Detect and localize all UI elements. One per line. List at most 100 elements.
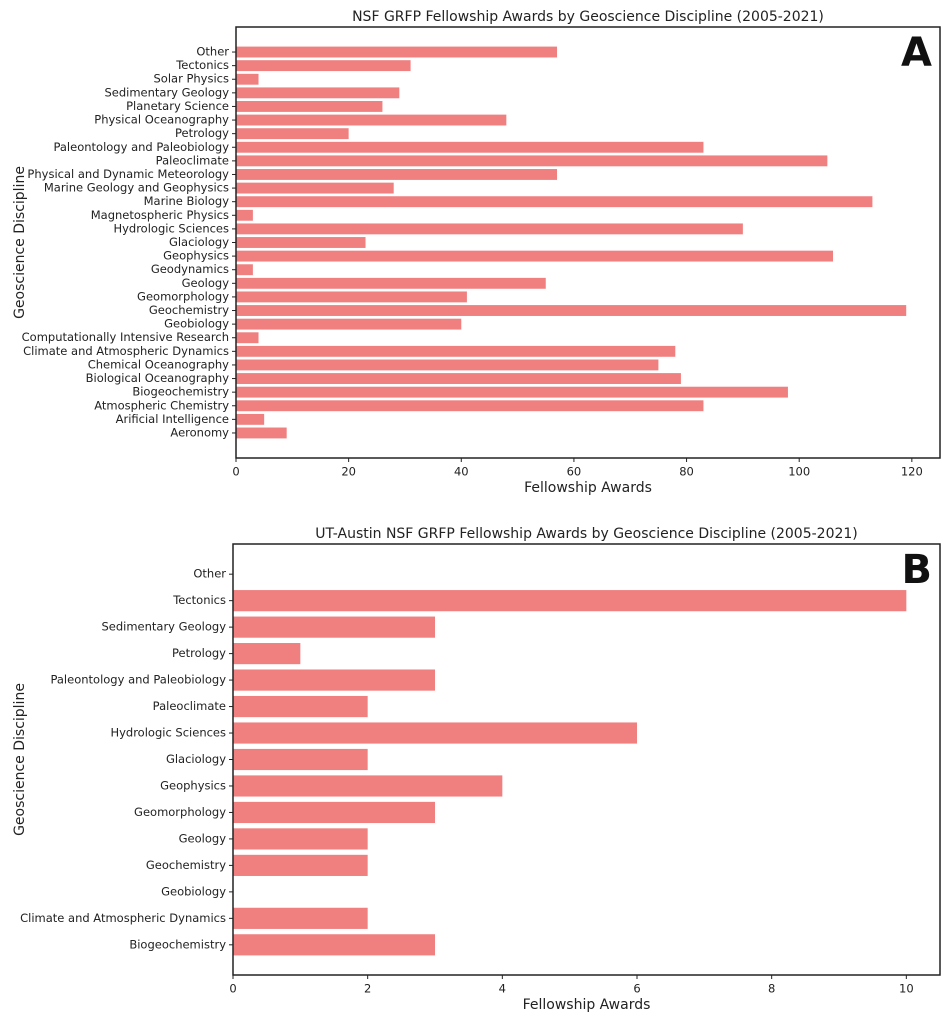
y-tick-label: Geomorphology [137,289,229,303]
y-tick-label: Tectonics [172,593,226,607]
bar [233,801,435,824]
axes-frame [232,543,941,976]
bar [236,305,907,316]
y-tick-label: Planetary Science [126,99,229,113]
bar [236,73,259,85]
x-tick-label: 60 [567,465,582,479]
bar [233,695,368,718]
bar [236,223,743,235]
x-tick-label: 4 [499,982,506,996]
x-tick-label: 80 [679,465,694,479]
bar [233,854,368,876]
bar [236,155,828,167]
bar [236,332,259,344]
x-tick-label: 0 [229,982,236,996]
bar [236,359,659,371]
y-tick-label: Climate and Atmospheric Dynamics [23,344,229,358]
bar [233,669,435,691]
bar [236,101,383,112]
bar [233,934,435,956]
x-tick-label: 8 [768,982,775,996]
y-tick-label: Solar Physics [154,72,230,86]
y-tick-label: Geology [182,276,230,290]
bar [236,196,873,208]
bar [236,427,287,439]
y-tick-label: Biogeochemistry [132,385,229,399]
bar [233,643,301,665]
y-tick-label: Paleoclimate [153,699,226,713]
bar [236,386,788,398]
y-tick-label: Marine Geology and Geophysics [44,181,229,195]
bar [236,128,349,140]
x-tick-label: 100 [788,465,810,479]
bar [236,345,676,357]
y-tick-label: Geochemistry [149,303,229,317]
x-tick-label: 0 [232,465,239,479]
bar [233,722,637,744]
bar [236,141,704,153]
y-tick-label: Glaciology [169,235,229,249]
bar [236,237,366,248]
y-tick-label: Marine Biology [144,194,230,208]
y-tick-label: Paleoclimate [156,153,229,167]
y-tick-label: Other [196,45,229,59]
bar [236,291,467,303]
bar [233,907,368,929]
y-tick-label: Petrology [175,126,229,140]
y-tick-label: Glaciology [166,752,226,766]
bar [233,828,368,850]
axes-frame [235,26,941,459]
y-tick-label: Geophysics [160,778,226,792]
y-tick-label: Chemical Oceanography [88,357,229,371]
y-tick-label: Tectonics [175,58,229,72]
bar [236,87,400,99]
y-tick-label: Biological Oceanography [86,371,230,385]
panel-label: A [901,30,932,76]
y-tick-label: Paleontology and Paleobiology [53,140,229,154]
bar [236,209,253,221]
y-tick-label: Geobiology [164,317,229,331]
y-tick-label: Sedimentary Geology [101,620,226,634]
x-axis-label: Fellowship Awards [524,480,652,496]
bar [233,748,368,771]
y-tick-label: Magnetospheric Physics [91,208,229,222]
y-axis-label: Geoscience Discipline [12,166,28,319]
chart-title: NSF GRFP Fellowship Awards by Geoscience… [352,9,824,25]
y-tick-label: Hydrologic Sciences [113,221,229,235]
bar [233,590,907,612]
y-tick-label: Physical Oceanography [94,113,229,127]
y-tick-label: Geomorphology [134,805,226,819]
x-tick-label: 10 [899,982,914,996]
bar [233,775,503,797]
bar [236,373,681,384]
bar [236,264,253,276]
bar [236,60,411,72]
bar [236,169,558,180]
panel-label: B [902,547,933,593]
y-tick-label: Atmospheric Chemistry [94,398,229,412]
bar [236,182,394,194]
y-tick-label: Geodynamics [151,262,229,276]
bar [236,413,265,425]
chart-title: UT-Austin NSF GRFP Fellowship Awards by … [315,526,858,542]
y-tick-label: Petrology [172,646,226,660]
y-tick-label: Geophysics [163,249,229,263]
bar [236,46,558,58]
x-tick-label: 40 [454,465,469,479]
y-tick-label: Hydrologic Sciences [110,726,226,740]
y-tick-label: Biogeochemistry [129,937,226,951]
x-tick-label: 6 [633,982,640,996]
bar [233,616,435,638]
x-axis-label: Fellowship Awards [523,997,651,1013]
y-tick-label: Geochemistry [146,858,226,872]
bar [236,114,507,126]
y-tick-label: Paleontology and Paleobiology [50,673,226,687]
y-tick-label: Computationally Intensive Research [22,330,229,344]
y-tick-label: Aeronomy [170,425,229,439]
bar [236,277,546,289]
bar [236,250,833,262]
y-tick-label: Physical and Dynamic Meteorology [27,167,229,181]
x-tick-label: 120 [901,465,923,479]
bar [236,400,704,412]
y-tick-label: Arificial Intelligence [116,412,229,426]
